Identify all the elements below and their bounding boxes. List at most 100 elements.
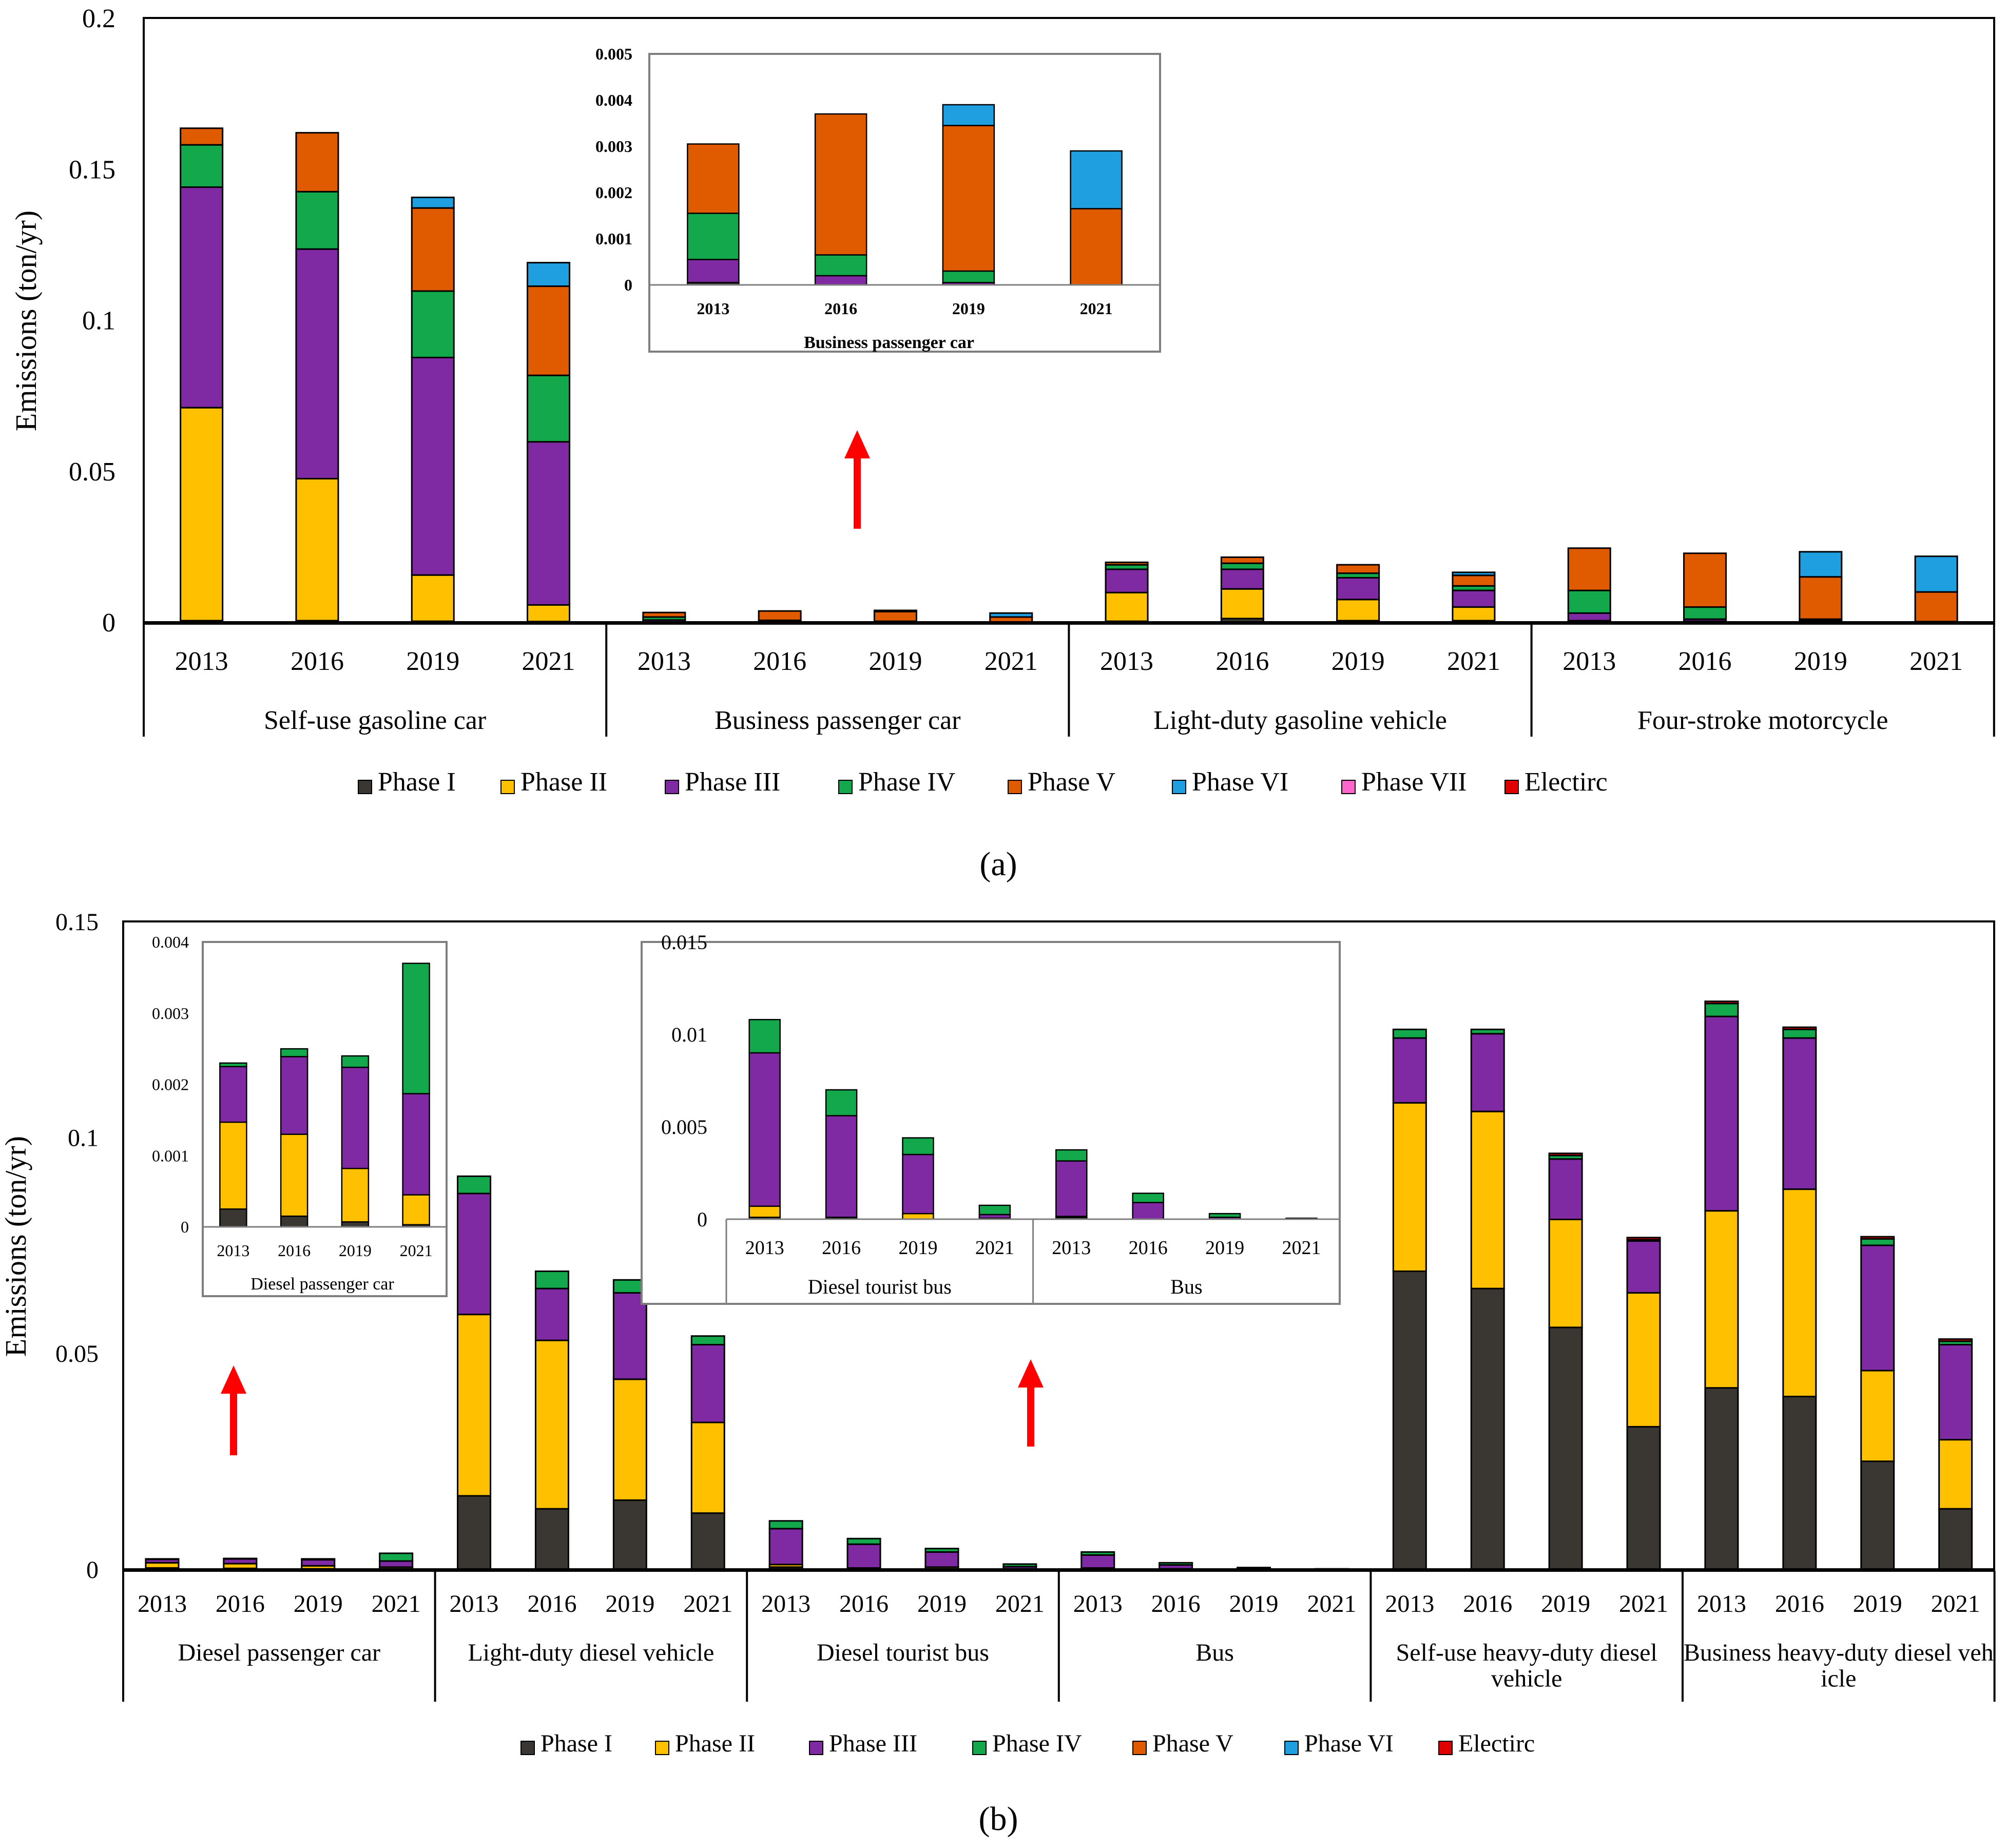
b-inset-left-y-tick-label: 0.002 (152, 1075, 189, 1094)
b-x-tick-label: 2021 (1619, 1590, 1668, 1618)
b-legend-label-phase-iv: Phase IV (992, 1730, 1082, 1757)
a-bar-phase-ii-2021-g0 (527, 604, 571, 623)
b-inset-left-bar-phase-iv-2016 (280, 1048, 308, 1057)
a-inset-y-tick-label: 0.002 (595, 183, 632, 202)
b-x-tick-label: 2016 (1463, 1590, 1512, 1618)
b-legend-swatch-phase-i (520, 1741, 535, 1755)
b-bar-phase-ii-2019-g4 (1548, 1219, 1583, 1329)
b-x-tick-label: 2019 (917, 1590, 967, 1618)
b-bar-phase-i-2021-g1 (690, 1512, 725, 1570)
b-inset-left-y-tick-label: 0.003 (152, 1004, 189, 1023)
a-bar-phase-iii-2016-g0 (295, 248, 339, 479)
b-inset-mid-y-tick-label: 0.015 (661, 931, 707, 954)
b-bar-phase-iii-2013-g2 (768, 1528, 803, 1566)
b-inset-mid-bar-phase-iv-2016-g1 (1132, 1192, 1164, 1203)
b-x-tick-label: 2013 (450, 1590, 499, 1618)
a-group-label: Light-duty gasoline vehicle (1153, 706, 1447, 735)
b-bar-electirc-2013-g5 (1704, 1000, 1739, 1005)
b-inset-left-bar-phase-i-2016 (280, 1215, 308, 1228)
b-inset-left-bar-phase-iii-2013 (219, 1066, 247, 1123)
b-x-tick-label: 2021 (372, 1590, 421, 1618)
b-y-tick-label: 0.05 (55, 1340, 99, 1368)
a-bar-phase-vi-2021-g1 (989, 612, 1033, 618)
b-bar-phase-iv-2016-g4 (1470, 1028, 1505, 1035)
b-bar-phase-ii-2016-g4 (1470, 1110, 1505, 1289)
a-inset-y-tick-label: 0.005 (595, 45, 632, 63)
a-bar-phase-iii-2019-g0 (411, 356, 455, 576)
b-group-label: Light-duty diesel vehicle (468, 1639, 714, 1666)
b-bar-phase-iv-2021-g0 (379, 1552, 414, 1562)
b-inset-mid-x-tick-label: 2019 (1205, 1237, 1244, 1259)
a-legend-swatch-phase-vii (1341, 780, 1356, 794)
panel-a-inset-title: Business passenger car (804, 333, 974, 352)
b-bar-phase-i-2016-g4 (1470, 1287, 1505, 1570)
a-x-tick-label: 2021 (522, 647, 575, 676)
a-bar-phase-vi-2019-g3 (1799, 551, 1843, 578)
a-inset-y-tick-label: 0.001 (595, 229, 632, 248)
a-inset-y-tick-label: 0 (624, 276, 632, 294)
panel-b-x-axis: 2013 2016 2019 2021 2013 2016 2019 2021 2013 2016… (122, 1568, 1996, 1702)
a-legend-swatch-phase-ii (500, 780, 515, 794)
b-y-tick-label: 0.1 (68, 1124, 99, 1151)
b-bar-phase-i-2021-g5 (1938, 1508, 1973, 1570)
b-inset-left-bar-phase-iv-2013 (219, 1062, 247, 1068)
panel-a-caption: (a) (979, 845, 1017, 883)
b-bar-phase-iii-2021-g4 (1626, 1240, 1661, 1294)
b-inset-left-x-tick-label: 2016 (278, 1241, 311, 1260)
b-y-tick-label: 0 (86, 1556, 99, 1584)
b-bar-phase-ii-2019-g5 (1860, 1370, 1895, 1462)
a-inset-x-tick-label: 2019 (952, 299, 985, 318)
b-bar-phase-iii-2013-g3 (1080, 1554, 1115, 1569)
b-bar-phase-i-2021-g4 (1626, 1426, 1661, 1570)
b-legend-label-phase-iii: Phase III (829, 1730, 917, 1757)
a-y-tick-label: 0 (102, 608, 115, 638)
a-x-tick-label: 2019 (406, 647, 459, 676)
a-bar-phase-iv-2013-g0 (180, 144, 224, 188)
a-inset-x-tick-label: 2013 (697, 299, 729, 318)
panel-b-inset-left-bars (219, 962, 430, 1228)
b-bar-phase-iv-2013-g5 (1704, 1003, 1739, 1017)
b-inset-left-bar-phase-iv-2019 (341, 1055, 370, 1068)
b-inset-mid-group-label: Bus (1170, 1275, 1202, 1298)
panel-b-arrow-left (221, 1365, 246, 1455)
b-bar-phase-iii-2019-g4 (1548, 1158, 1583, 1221)
b-x-tick-label: 2013 (1073, 1590, 1123, 1618)
b-bar-phase-iii-2019-g2 (924, 1551, 959, 1568)
a-bar-phase-iv-2016-g2 (1220, 562, 1264, 570)
b-legend-swatch-phase-vi (1284, 1741, 1299, 1755)
a-y-tick-label: 0.1 (82, 306, 115, 336)
a-inset-bar-phase-v-2016 (814, 113, 867, 256)
panel-b-caption: (b) (979, 1800, 1018, 1838)
a-inset-bar-phase-vi-2021 (1070, 150, 1123, 209)
a-group-label: Business passenger car (715, 706, 960, 735)
panel-a-y-ticks: 0 0.05 0.1 0.15 0.2 (69, 4, 115, 638)
b-inset-mid-bar-phase-iii-2016-g0 (825, 1115, 858, 1218)
a-inset-bar-phase-v-2021 (1070, 208, 1123, 286)
b-inset-left-bar-phase-ii-2019 (341, 1167, 370, 1223)
a-bar-phase-v-2019-g3 (1799, 576, 1843, 620)
a-bar-phase-v-2016-g2 (1220, 556, 1264, 564)
b-inset-mid-bar-phase-iv-2019-g0 (902, 1137, 934, 1156)
a-legend-label-phase-iii: Phase III (685, 767, 780, 797)
a-inset-bar-phase-iv-2016 (814, 254, 867, 277)
panel-b-inset-left-y-ticks: 0 0.001 0.002 0.003 0.004 (152, 933, 189, 1236)
b-inset-mid-bar-phase-iii-2013-g1 (1055, 1160, 1088, 1217)
a-bar-phase-iv-2016-g0 (295, 190, 339, 250)
b-inset-left-bar-phase-ii-2016 (280, 1133, 308, 1217)
a-legend-label-phase-v: Phase V (1028, 767, 1115, 797)
b-bar-phase-i-2019-g1 (612, 1499, 647, 1570)
b-inset-left-bar-phase-iii-2021 (402, 1093, 430, 1196)
b-bar-phase-iii-2021-g1 (690, 1344, 725, 1423)
b-legend-label-electirc: Electirc (1458, 1730, 1535, 1757)
b-legend-swatch-phase-iii (809, 1741, 823, 1755)
a-bar-phase-iii-2016-g2 (1220, 568, 1264, 590)
b-inset-mid-bar-phase-iii-2013-g0 (748, 1052, 781, 1207)
b-bar-electirc-2021-g5 (1938, 1338, 1973, 1342)
b-x-tick-label: 2013 (1385, 1590, 1434, 1618)
a-legend-swatch-electirc (1504, 780, 1519, 794)
b-x-tick-label: 2021 (1931, 1590, 1980, 1618)
a-inset-x-tick-label: 2016 (824, 299, 857, 318)
b-inset-mid-bar-phase-ii-2013-g0 (748, 1205, 781, 1218)
b-bar-phase-iv-2019-g5 (1860, 1238, 1895, 1246)
a-bar-phase-v-2013-g0 (180, 127, 224, 146)
